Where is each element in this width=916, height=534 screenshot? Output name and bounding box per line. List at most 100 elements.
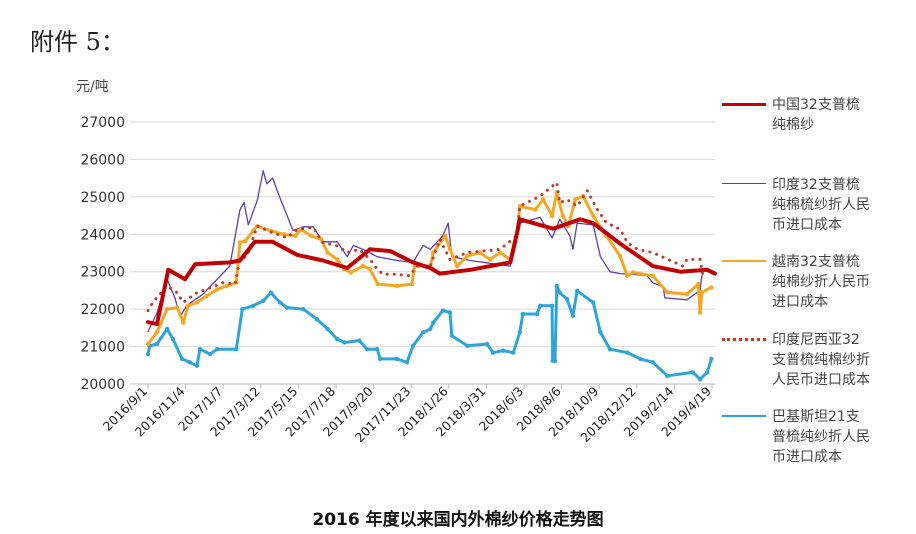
y-axis-unit-label: 元/吨 [76,79,109,95]
data-point-pakistan [440,308,446,313]
data-point-vietnam [617,253,623,259]
data-point-vietnam [487,257,493,262]
data-point-pakistan [394,356,400,362]
data-point-pakistan [520,311,526,317]
data-point-pakistan [650,360,656,365]
data-point-pakistan [511,350,516,355]
data-point-vietnam [533,207,538,212]
legend-label-indonesia: 印度尼西亚32支普梳纯棉纱折人民币进口成本 [772,332,870,388]
data-point-pakistan [364,346,370,352]
data-point-pakistan [334,336,340,342]
y-tick-label: 21000 [80,340,125,356]
data-point-pakistan [314,317,320,322]
data-point-vietnam [185,303,191,308]
y-tick-label: 25000 [80,190,125,206]
data-point-vietnam [631,270,636,275]
data-point-pakistan [240,306,245,312]
data-point-vietnam [318,236,324,242]
data-point-pakistan [552,358,558,363]
data-point-pakistan [268,290,274,295]
data-point-pakistan [197,346,203,352]
data-point-vietnam [477,250,483,255]
data-point-pakistan [465,343,470,349]
data-point-vietnam [243,238,248,244]
data-point-vietnam [540,197,546,202]
data-point-pakistan [537,303,543,308]
data-point-vietnam [684,291,690,297]
attachment-heading: 附件 5： [30,28,125,56]
data-point-pakistan [234,346,239,352]
data-point-vietnam [308,233,314,238]
data-point-pakistan [154,341,160,347]
data-point-pakistan [404,360,410,365]
data-point-pakistan [420,330,426,335]
data-point-vietnam [465,253,470,259]
series-line-india [147,170,703,333]
data-point-pakistan [170,336,176,342]
legend-label-india: 印度32支普梳纯棉梳纱折人民币进口成本 [772,177,870,233]
data-point-pakistan [534,311,540,317]
data-point-vietnam [325,250,330,255]
data-point-pakistan [705,370,710,375]
data-point-vietnam [454,263,460,269]
data-point-vietnam [497,250,503,255]
data-point-pakistan [591,300,596,305]
data-point-pakistan [164,326,170,332]
data-point-pakistan [260,298,266,304]
data-point-vietnam [281,232,287,237]
data-point-pakistan [484,341,490,347]
data-point-vietnam [699,290,705,295]
data-point-pakistan [554,283,560,289]
data-point-pakistan [549,303,555,308]
data-point-pakistan [490,350,496,355]
data-point-pakistan [410,343,416,349]
series-line-pakistan [146,284,713,381]
data-point-vietnam [560,213,565,219]
data-point-pakistan [607,346,613,352]
data-point-pakistan [709,356,714,362]
data-point-vietnam [215,287,220,292]
data-point-vietnam [409,281,414,287]
y-tick-label: 24000 [80,227,125,243]
data-point-vietnam [360,263,366,269]
y-tick-label: 27000 [80,115,125,131]
data-point-vietnam [204,293,209,299]
data-point-pakistan [325,326,330,332]
data-point-vietnam [696,281,701,287]
legend-swatch-vietnam [722,260,766,262]
chart-legend: 中国32支普梳纯棉纱 印度32支普梳纯棉梳纱折人民币进口成本 越南32支普梳纯棉… [722,0,916,534]
data-point-pakistan [357,338,362,343]
data-point-vietnam [517,204,523,209]
data-point-pakistan [207,351,213,357]
data-point-pakistan [431,320,436,325]
y-tick-label: 20000 [80,377,125,393]
data-point-vietnam [625,273,630,279]
data-point-vietnam [224,283,229,289]
data-point-vietnam [237,240,243,245]
data-point-pakistan [564,296,570,302]
y-tick-label: 23000 [80,265,125,281]
data-point-vietnam [175,305,180,310]
data-point-pakistan [194,363,200,368]
data-point-pakistan [277,300,283,305]
data-point-pakistan [638,356,643,362]
data-point-vietnam [394,283,400,289]
data-point-pakistan [625,350,630,355]
data-point-vietnam [145,341,151,347]
data-point-pakistan [342,340,347,345]
legend-swatch-indonesia [722,338,766,341]
data-point-vietnam [709,285,714,290]
data-point-vietnam [154,330,160,335]
series-line-china [146,217,717,327]
data-point-pakistan [665,373,670,378]
data-point-vietnam [650,273,656,279]
legend-swatch-china [722,103,766,106]
data-point-vietnam [181,320,186,325]
data-point-vietnam [665,290,670,295]
legend-label-vietnam: 越南32支普梳纯棉纱折人民币进口成本 [772,254,870,310]
data-point-pakistan [500,348,506,353]
data-point-pakistan [145,351,151,357]
data-point-vietnam [591,213,596,219]
data-point-pakistan [517,330,523,335]
